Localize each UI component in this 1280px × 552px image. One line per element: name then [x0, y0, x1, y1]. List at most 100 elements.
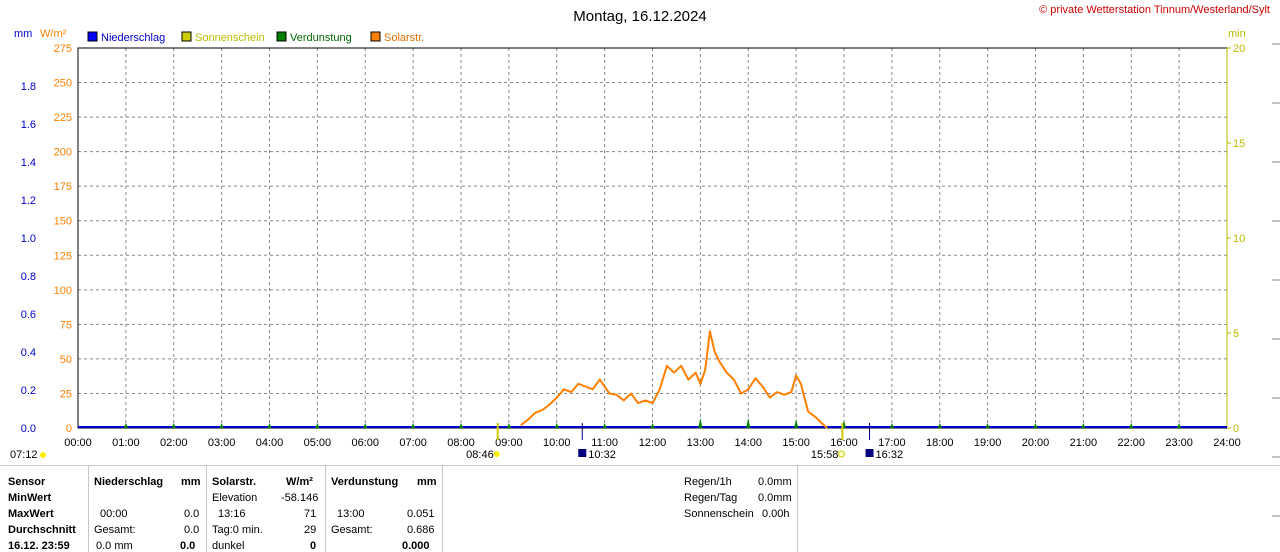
moon-time-2: 16:32 [876, 449, 904, 461]
stats-niederschlag-header: Niederschlag [94, 476, 164, 488]
x-tick-label: 21:00 [1070, 437, 1098, 449]
x-tick-label: 06:00 [351, 437, 379, 449]
y-tick-label-wm2: 100 [54, 285, 72, 297]
stats-solar-max-time: 13:16 [218, 508, 246, 520]
x-tick-label: 13:00 [687, 437, 715, 449]
y-tick-label-wm2: 225 [54, 112, 72, 124]
x-tick-label: 14:00 [734, 437, 762, 449]
legend-swatch-verdunstung [276, 31, 287, 42]
stats-sensor-label: Sensor [8, 476, 46, 488]
stats-solar-unit: W/m² [286, 476, 313, 488]
sunset-time: 15:58 [811, 449, 839, 461]
stats-durchschnitt-label: Durchschnitt [8, 524, 76, 536]
x-tick-label: 20:00 [1022, 437, 1050, 449]
series-verdunstung-mark [889, 423, 894, 428]
sunrise-icon [493, 451, 500, 457]
x-tick-label: 22:00 [1117, 437, 1145, 449]
y-tick-label-mm: 0.4 [21, 347, 36, 359]
series-verdunstung-mark [554, 423, 559, 428]
legend-swatch-solarstr [370, 31, 381, 42]
y-tick-label-mm: 1.0 [21, 233, 36, 245]
stats-elevation-value: -58.146 [281, 492, 319, 504]
x-tick-label: 08:00 [447, 437, 475, 449]
stats-niederschlag-unit: mm [181, 476, 201, 488]
moon-icon [578, 449, 587, 457]
stats-divider [797, 466, 798, 552]
series-verdunstung-mark [219, 423, 224, 428]
stats-dunkel-label: dunkel [212, 540, 245, 552]
moon-time-1: 10:32 [588, 449, 616, 461]
y-tick-label-mm: 1.4 [21, 157, 36, 169]
x-tick-label: 18:00 [926, 437, 954, 449]
series-verdunstung-mark [123, 423, 128, 428]
y-tick-label-wm2: 150 [54, 216, 72, 228]
y-tick-label-mm: 0.6 [21, 309, 36, 321]
sunrise-time: 08:46 [466, 449, 494, 461]
series-verdunstung-mark [1177, 423, 1182, 428]
legend-label-niederschlag: Niederschlag [101, 32, 165, 44]
stats-niederschlag-max-value: 0.0 [184, 508, 200, 520]
y-tick-label-mm: 0.2 [21, 385, 36, 397]
y-tick-label-mm: 0.8 [21, 271, 36, 283]
x-tick-label: 17:00 [878, 437, 906, 449]
x-tick-label: 23:00 [1165, 437, 1193, 449]
left-axis-unit-wm2: W/m² [40, 28, 67, 40]
x-tick-label: 15:00 [782, 437, 810, 449]
x-tick-label: 00:00 [64, 437, 92, 449]
y-tick-label-wm2: 175 [54, 181, 72, 193]
stats-verdunstung-header: Verdunstung [331, 476, 399, 488]
y-tick-label-min: 20 [1233, 43, 1245, 55]
stats-verdunstung-gesamt-label: Gesamt: [331, 524, 373, 536]
regen-tag-label: Regen/Tag [684, 492, 738, 504]
series-verdunstung-mark [985, 423, 990, 428]
y-tick-label-wm2: 0 [66, 423, 72, 435]
series-verdunstung-mark [1129, 423, 1134, 428]
series-verdunstung-mark [746, 418, 751, 428]
stats-niederschlag-current-bold: 0.0 [180, 540, 196, 552]
y-tick-label-wm2: 50 [60, 354, 72, 366]
y-tick-label-min: 5 [1233, 328, 1239, 340]
stats-divider [88, 466, 89, 552]
sunset-icon [837, 450, 845, 458]
stats-minwert-label: MinWert [8, 492, 52, 504]
right-axis-unit-min: min [1228, 28, 1246, 40]
series-verdunstung-mark [698, 417, 703, 428]
y-tick-label-mm: 0.0 [21, 423, 36, 435]
stats-solar-max-value: 71 [304, 508, 317, 520]
x-tick-label: 04:00 [256, 437, 284, 449]
series-verdunstung-mark [171, 423, 176, 428]
legend-swatch-sonnenschein [181, 31, 192, 42]
series-verdunstung-mark [363, 423, 368, 428]
x-tick-label: 02:00 [160, 437, 188, 449]
x-tick-label: 05:00 [304, 437, 332, 449]
stats-niederschlag-gesamt-value: 0.0 [184, 524, 200, 536]
copyright-text: © private Wetterstation Tinnum/Westerlan… [1039, 4, 1270, 16]
stats-solar-header: Solarstr. [212, 476, 257, 488]
x-tick-label: 24:00 [1213, 437, 1241, 449]
x-tick-label: 16:00 [830, 437, 858, 449]
legend-label-verdunstung: Verdunstung [290, 32, 352, 44]
stats-verdunstung-max-time: 13:00 [337, 508, 365, 520]
legend-label-sonnenschein: Sonnenschein [195, 32, 265, 44]
x-tick-label: 19:00 [974, 437, 1002, 449]
stats-elevation-label: Elevation [212, 492, 258, 504]
series-verdunstung-mark [315, 423, 320, 428]
moon-icon [865, 449, 874, 457]
sun-icon [40, 452, 46, 458]
sonnenschein-value: 0.00h [762, 508, 790, 520]
series-verdunstung-mark [937, 423, 942, 428]
stats-datetime: 16.12. 23:59 [8, 540, 70, 552]
stats-niederschlag-gesamt-label: Gesamt: [94, 524, 136, 536]
stats-tag-label: Tag:0 min. [212, 524, 263, 536]
series-verdunstung-mark [602, 423, 607, 428]
stats-maxwert-label: MaxWert [8, 508, 54, 520]
stats-dunkel-value: 0 [310, 540, 317, 552]
y-tick-label-min: 0 [1233, 423, 1239, 435]
series-verdunstung-mark [411, 423, 416, 428]
series-verdunstung-mark [1081, 423, 1086, 428]
y-tick-label-wm2: 75 [60, 319, 72, 331]
series-verdunstung-mark [267, 423, 272, 428]
stats-verdunstung-max-value: 0.051 [407, 508, 435, 520]
stats-niederschlag-max-time: 00:00 [100, 508, 128, 520]
